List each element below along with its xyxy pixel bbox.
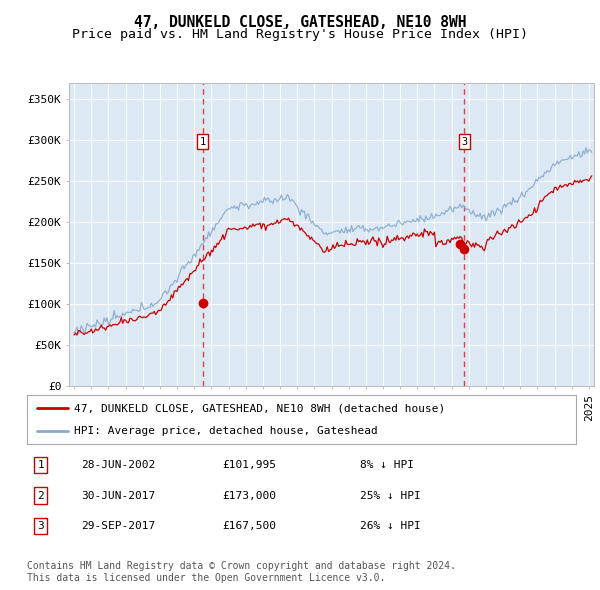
Text: 3: 3 <box>461 137 467 147</box>
Text: 30-JUN-2017: 30-JUN-2017 <box>81 491 155 500</box>
Text: £101,995: £101,995 <box>222 460 276 470</box>
Text: HPI: Average price, detached house, Gateshead: HPI: Average price, detached house, Gate… <box>74 425 377 435</box>
Text: £173,000: £173,000 <box>222 491 276 500</box>
Text: 26% ↓ HPI: 26% ↓ HPI <box>360 522 421 531</box>
Text: 47, DUNKELD CLOSE, GATESHEAD, NE10 8WH: 47, DUNKELD CLOSE, GATESHEAD, NE10 8WH <box>134 15 466 30</box>
Text: Price paid vs. HM Land Registry's House Price Index (HPI): Price paid vs. HM Land Registry's House … <box>72 28 528 41</box>
Text: 29-SEP-2017: 29-SEP-2017 <box>81 522 155 531</box>
Text: 47, DUNKELD CLOSE, GATESHEAD, NE10 8WH (detached house): 47, DUNKELD CLOSE, GATESHEAD, NE10 8WH (… <box>74 404 445 414</box>
Text: £167,500: £167,500 <box>222 522 276 531</box>
Text: 3: 3 <box>37 522 44 531</box>
Text: 28-JUN-2002: 28-JUN-2002 <box>81 460 155 470</box>
Text: 1: 1 <box>200 137 206 147</box>
Text: 1: 1 <box>37 460 44 470</box>
Text: 25% ↓ HPI: 25% ↓ HPI <box>360 491 421 500</box>
Text: Contains HM Land Registry data © Crown copyright and database right 2024.
This d: Contains HM Land Registry data © Crown c… <box>27 561 456 583</box>
Text: 8% ↓ HPI: 8% ↓ HPI <box>360 460 414 470</box>
Text: 2: 2 <box>37 491 44 500</box>
